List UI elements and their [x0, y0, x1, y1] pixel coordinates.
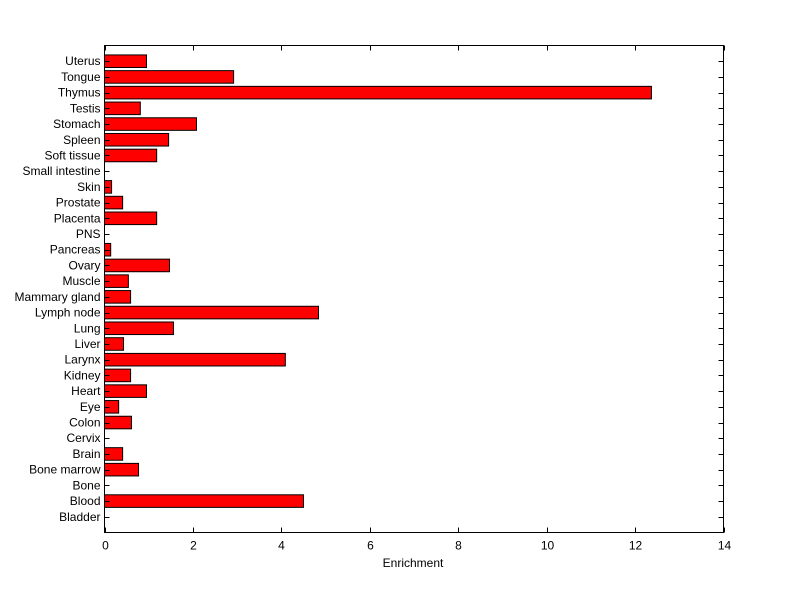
y-tick-label: Skin	[77, 180, 100, 194]
bar-pancreas	[104, 242, 112, 257]
x-axis-label: Enrichment	[383, 556, 444, 570]
y-tick-label: Placenta	[54, 211, 101, 225]
y-tick-label: Prostate	[56, 196, 101, 210]
y-tick-label: Cervix	[66, 431, 100, 445]
y-tick-label: Mammary gland	[14, 290, 100, 304]
bar-placenta	[104, 211, 158, 226]
bar-lymph-node	[104, 305, 319, 320]
bar-prostate	[104, 195, 124, 210]
bar-spleen	[104, 132, 170, 147]
bar-bone-marrow	[104, 462, 140, 477]
bar-soft-tissue	[104, 148, 158, 163]
y-tick-label: Liver	[74, 337, 100, 351]
x-tick-label: 0	[102, 539, 109, 553]
x-tick-label: 14	[718, 539, 732, 553]
bar-tongue	[104, 70, 235, 84]
y-tick-label: Larynx	[64, 353, 100, 367]
y-tick-label: Colon	[69, 416, 100, 430]
bar-testis	[104, 101, 141, 116]
y-tick-label: Bone	[72, 478, 100, 492]
y-tick-label: Tongue	[61, 70, 101, 84]
plot-area-frame	[104, 45, 724, 533]
bar-lung	[104, 321, 174, 336]
y-tick-label: Muscle	[62, 274, 100, 288]
y-tick-label: Thymus	[58, 86, 101, 100]
y-tick-label: Lung	[74, 321, 101, 335]
y-tick-label: Bladder	[59, 510, 100, 524]
y-tick-label: PNS	[76, 227, 101, 241]
y-tick-label: Ovary	[68, 258, 100, 272]
y-tick-label: Bone marrow	[29, 463, 101, 477]
bar-larynx	[104, 352, 286, 367]
y-tick-label: Testis	[70, 101, 101, 115]
x-tick-label: 2	[190, 539, 197, 553]
y-tick-label: Small intestine	[22, 164, 100, 178]
y-tick-label: Spleen	[63, 133, 100, 147]
y-tick-label: Lymph node	[35, 306, 101, 320]
y-tick-label: Stomach	[53, 117, 100, 131]
y-tick-label: Pancreas	[50, 243, 101, 257]
x-tick-label: 8	[455, 539, 462, 553]
y-tick-label: Heart	[71, 384, 101, 398]
x-tick-label: 4	[278, 539, 285, 553]
bar-stomach	[104, 117, 197, 131]
bar-skin	[104, 180, 113, 194]
x-tick-label: 10	[541, 539, 555, 553]
y-tick-label: Uterus	[65, 54, 100, 68]
bar-colon	[104, 415, 132, 430]
y-tick-label: Eye	[80, 400, 101, 414]
bar-blood	[104, 494, 304, 508]
bar-mammary-gland	[104, 290, 132, 304]
bar-liver	[104, 337, 125, 351]
y-tick-label: Brain	[72, 447, 100, 461]
bar-brain	[104, 447, 124, 461]
y-tick-label: Soft tissue	[44, 148, 100, 162]
x-tick-label: 12	[629, 539, 643, 553]
y-tick-label: Blood	[70, 494, 101, 508]
bar-thymus	[104, 85, 652, 100]
x-tick-label: 6	[367, 539, 374, 553]
bar-ovary	[104, 258, 170, 273]
bar-uterus	[104, 54, 148, 68]
bar-heart	[104, 384, 148, 398]
y-tick-label: Kidney	[64, 368, 101, 382]
bar-eye	[104, 400, 120, 414]
